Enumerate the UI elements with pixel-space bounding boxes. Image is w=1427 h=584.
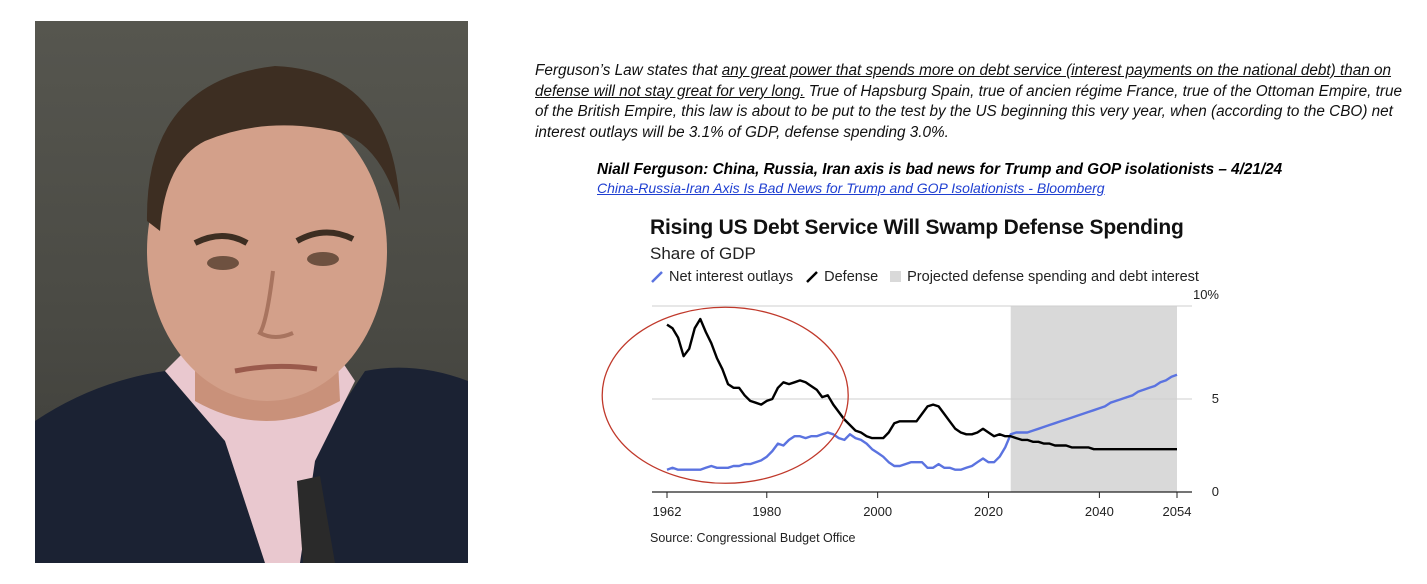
highlight-circle	[601, 306, 849, 484]
quote-rest: True of Hapsburg Spain, true of ancien r…	[535, 82, 1402, 141]
quote-underlined: any great power that spends more on debt…	[535, 62, 1392, 100]
x-tick-label: 2000	[863, 504, 892, 519]
legend-defense-label: Defense	[824, 269, 879, 285]
ferguson-law-quote: Ferguson’s Law states that any great pow…	[535, 61, 1415, 143]
article-headline: Niall Ferguson: China, Russia, Iran axis…	[597, 161, 1283, 178]
chart-source: Source: Congressional Budget Office	[650, 531, 856, 545]
chart-legend: Net interest outlays Defense Projected d…	[650, 269, 1211, 285]
y-tick-label: 5	[1212, 391, 1219, 406]
series-line-interest	[666, 373, 1178, 471]
x-tick-label: 2020	[974, 504, 1003, 519]
y-tick-label: 10%	[1193, 287, 1219, 302]
x-tick-label: 2040	[1085, 504, 1114, 519]
quote-intro: Ferguson’s Law states that	[535, 62, 722, 79]
portrait-photo	[35, 21, 468, 563]
legend-projection-swatch	[890, 271, 902, 282]
legend-defense-swatch	[806, 271, 819, 283]
legend-item-projection: Projected defense spending and debt inte…	[890, 269, 1199, 285]
x-tick-label: 1962	[653, 504, 682, 519]
chart-title: Rising US Debt Service Will Swamp Defens…	[650, 216, 1184, 239]
series-line-defense	[666, 317, 1177, 451]
legend-interest-swatch	[651, 271, 663, 283]
chart-subtitle: Share of GDP	[650, 244, 756, 263]
x-tick-label: 1980	[752, 504, 781, 519]
legend-item-defense: Defense	[805, 269, 878, 285]
y-tick-label: 0	[1212, 484, 1219, 499]
legend-item-interest: Net interest outlays	[650, 269, 793, 285]
portrait-illustration	[35, 66, 468, 563]
legend-interest-label: Net interest outlays	[669, 269, 794, 285]
legend-projection-label: Projected defense spending and debt inte…	[907, 269, 1199, 285]
bloomberg-article-link[interactable]: China-Russia-Iran Axis Is Bad News for T…	[597, 180, 1105, 196]
x-tick-label: 2054	[1163, 504, 1192, 519]
